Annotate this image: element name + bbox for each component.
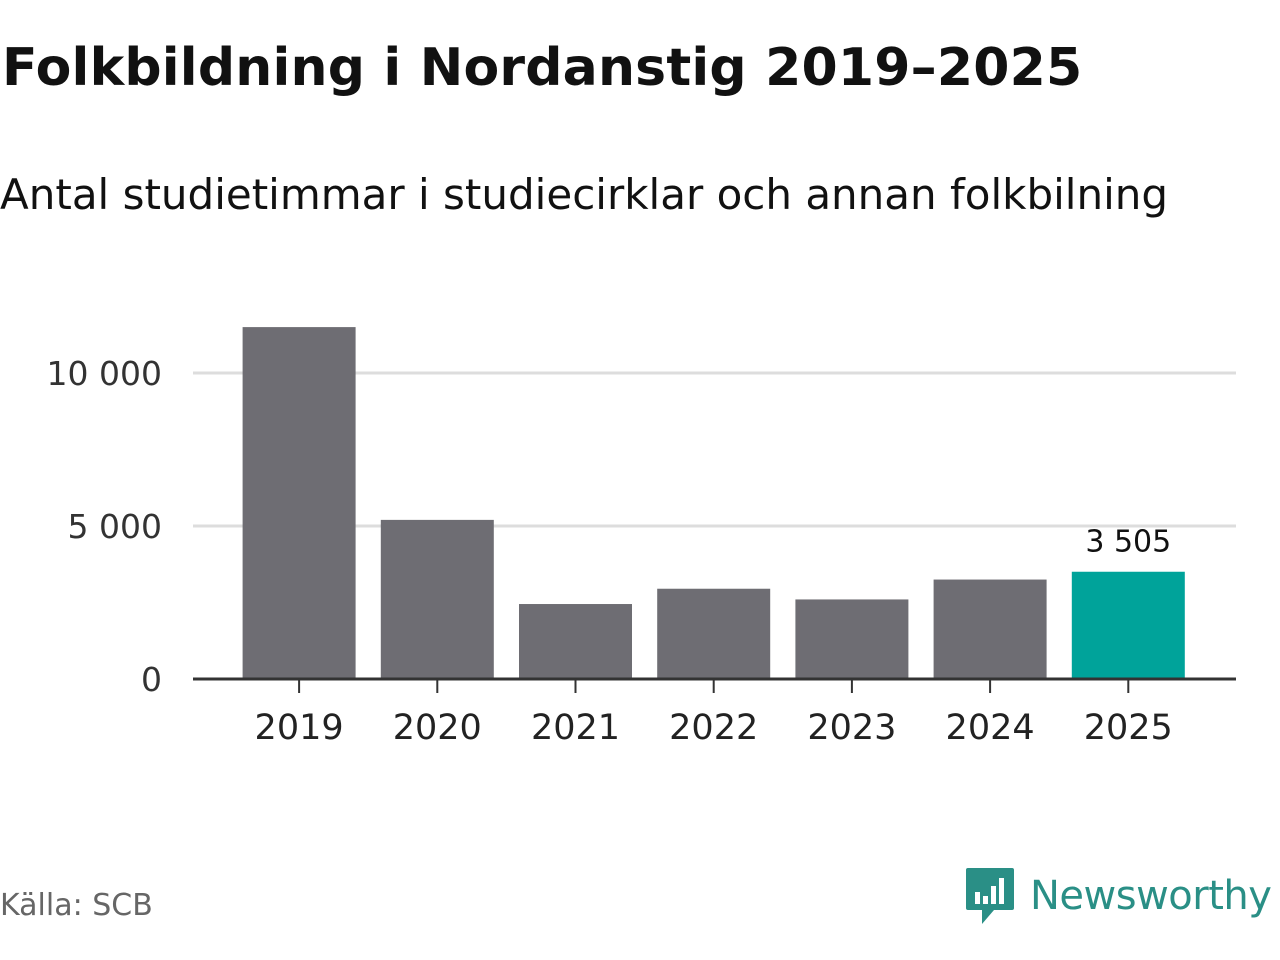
newsworthy-logo[interactable]: Newsworthy — [964, 864, 1272, 928]
data-label: 3 505 — [1085, 525, 1171, 560]
chart-subtitle: Antal studietimmar i studiecirklar och a… — [0, 170, 1169, 219]
bar-2021 — [519, 604, 632, 679]
bar-2020 — [380, 519, 494, 679]
bar-2025 — [1071, 571, 1185, 679]
source-note: Källa: SCB — [0, 888, 153, 923]
newsworthy-logo-icon — [966, 868, 1014, 924]
y-tick-label: 10 000 — [47, 354, 162, 393]
bar-2019 — [242, 327, 356, 679]
chart-title: Folkbildning i Nordanstig 2019–2025 — [2, 38, 1083, 98]
x-tick-label: 2025 — [1084, 708, 1173, 748]
bar-2024 — [933, 579, 1047, 679]
x-tick-label: 2023 — [807, 708, 896, 748]
y-tick-label: 5 000 — [68, 507, 162, 546]
x-tick-label: 2021 — [531, 708, 620, 748]
y-tick-label: 0 — [141, 660, 162, 699]
bar-2022 — [657, 588, 771, 679]
x-tick-label: 2020 — [393, 708, 482, 748]
bar-2023 — [795, 599, 909, 679]
x-tick-label: 2024 — [946, 708, 1035, 748]
x-tick-label: 2022 — [669, 708, 758, 748]
brand-name: Newsworthy — [1030, 873, 1272, 919]
x-tick-label: 2019 — [255, 708, 344, 748]
